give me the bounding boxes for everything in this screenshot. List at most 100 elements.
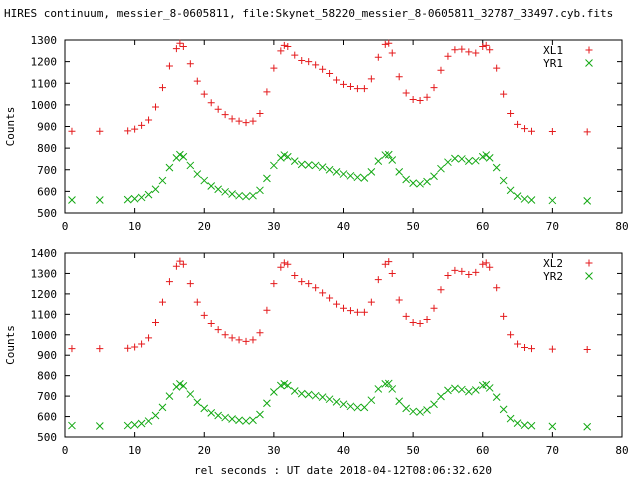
y-tick-label: 900 [37, 121, 57, 134]
data-point [464, 387, 473, 396]
data-point [548, 345, 556, 353]
data-point [465, 48, 473, 56]
data-point [458, 155, 466, 163]
data-point [353, 173, 362, 182]
x-tick-label: 40 [337, 220, 350, 233]
data-point [326, 70, 334, 78]
data-point [513, 192, 522, 200]
y-tick-label: 1400 [31, 247, 58, 260]
data-point [395, 296, 403, 304]
data-point [346, 402, 355, 411]
x-tick-label: 30 [267, 220, 280, 233]
x-tick-label: 60 [476, 444, 489, 457]
data-point [340, 80, 347, 88]
data-point [499, 176, 508, 185]
legend-marker-yr2 [585, 272, 593, 280]
data-point [402, 175, 411, 184]
data-point [221, 111, 229, 119]
data-point [131, 125, 139, 133]
data-point [360, 308, 368, 316]
data-point [152, 319, 160, 327]
data-point [263, 399, 271, 408]
data-point [318, 393, 327, 401]
data-point [384, 150, 393, 159]
data-point [471, 156, 480, 165]
data-point [521, 343, 529, 351]
data-point [221, 331, 229, 339]
data-point [158, 176, 167, 185]
data-point [130, 194, 139, 203]
data-point [416, 97, 424, 105]
data-point [500, 90, 508, 98]
data-point [214, 185, 223, 194]
data-point [158, 403, 167, 412]
data-point [409, 319, 417, 327]
data-point [280, 259, 288, 267]
data-point [374, 53, 382, 61]
data-point [318, 163, 327, 172]
data-point [388, 269, 396, 277]
data-point [207, 182, 216, 190]
data-point [458, 45, 466, 53]
data-point [402, 312, 410, 320]
data-point [506, 186, 515, 195]
data-point [360, 85, 368, 93]
data-point [290, 157, 299, 165]
data-point [249, 117, 257, 125]
data-point [297, 389, 306, 398]
x-tick-label: 60 [476, 220, 489, 233]
data-point [527, 196, 536, 204]
data-point [165, 392, 174, 400]
y-tick-label: 1000 [31, 99, 58, 112]
data-point [298, 57, 306, 65]
data-point [304, 161, 313, 169]
x-tick-label: 40 [337, 444, 350, 457]
data-point [151, 411, 160, 420]
data-point [95, 422, 104, 430]
data-point [304, 390, 313, 399]
data-point [172, 262, 180, 270]
data-point [374, 276, 382, 284]
data-point [176, 150, 184, 159]
data-point [270, 280, 278, 288]
y-tick-label: 500 [37, 207, 57, 220]
data-point [493, 64, 501, 72]
data-point [235, 191, 243, 200]
data-point [179, 42, 187, 50]
data-point [409, 95, 417, 103]
data-point [472, 49, 480, 57]
data-point [340, 304, 347, 312]
data-point [123, 421, 132, 430]
data-point [385, 39, 393, 47]
data-point [176, 39, 184, 47]
y-tick-label: 600 [37, 185, 57, 198]
data-point [68, 421, 76, 430]
data-point [176, 379, 184, 388]
data-point [451, 384, 459, 393]
data-point [319, 65, 327, 73]
data-point [423, 93, 431, 101]
data-point [520, 421, 529, 429]
data-point [527, 421, 536, 430]
data-point [172, 45, 180, 53]
data-point [346, 82, 354, 90]
data-point [325, 395, 334, 404]
data-point [548, 196, 557, 205]
data-point [451, 266, 459, 274]
data-point [144, 190, 153, 199]
data-point [437, 66, 445, 74]
data-point [228, 415, 236, 423]
data-point [193, 298, 201, 306]
data-point [124, 344, 132, 352]
data-point [200, 404, 209, 413]
data-point [207, 99, 215, 107]
data-point [280, 41, 288, 49]
data-point [312, 61, 320, 69]
x-tick-label: 30 [267, 444, 280, 457]
data-point [186, 280, 194, 288]
x-tick-label: 20 [198, 220, 211, 233]
data-point [186, 390, 195, 398]
y-tick-label: 1200 [31, 288, 58, 301]
data-point [486, 46, 494, 54]
